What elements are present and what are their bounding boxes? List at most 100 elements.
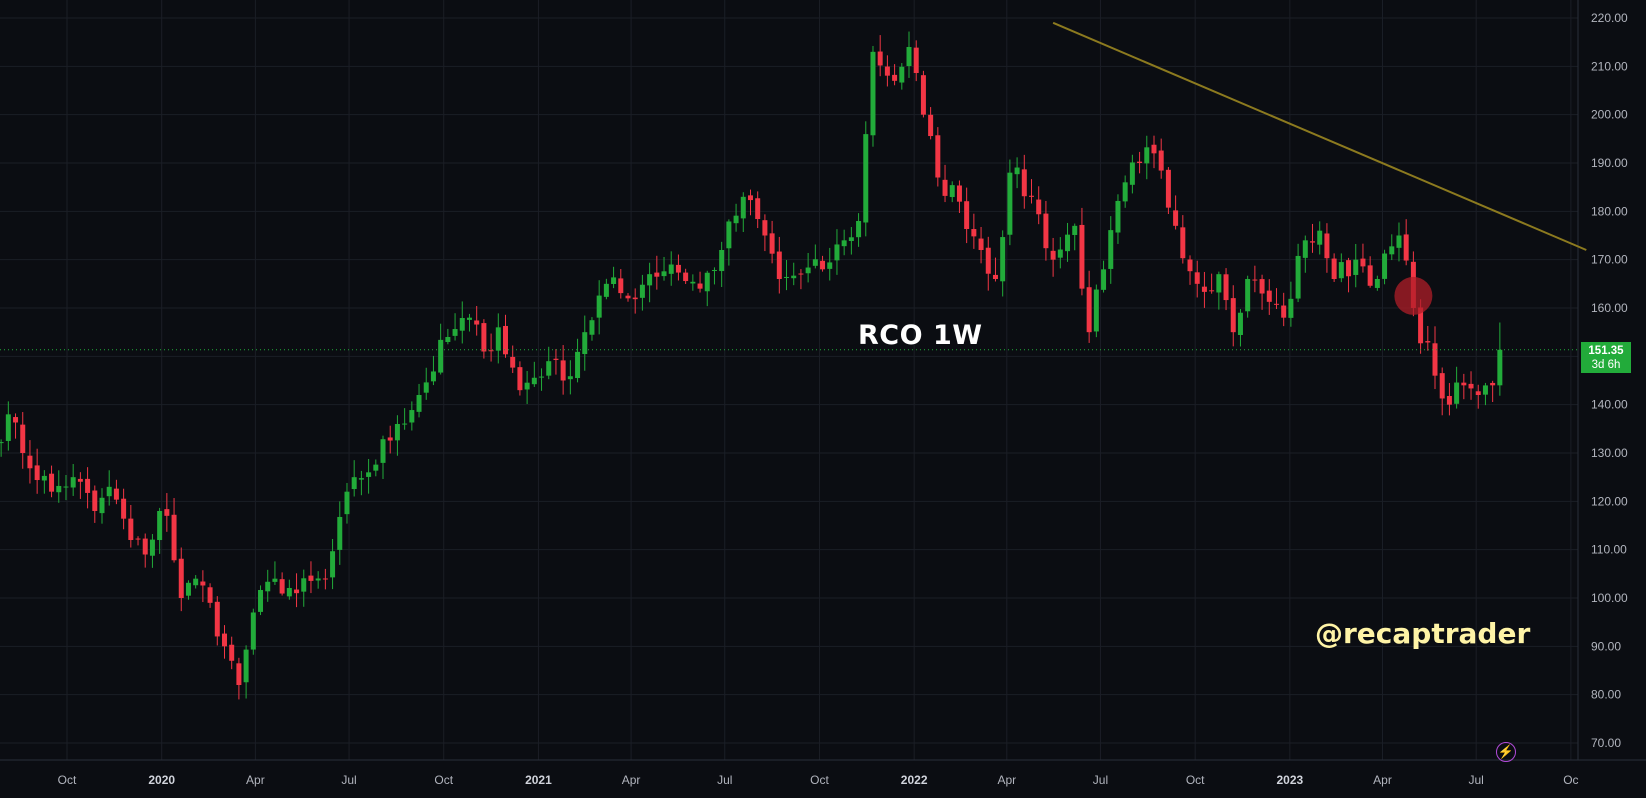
- candle-body: [1382, 253, 1388, 279]
- candle-body: [920, 75, 926, 115]
- x-tick-label: Jul: [1469, 773, 1484, 787]
- candle-body: [1418, 307, 1424, 344]
- x-tick-label: Oc: [1563, 773, 1578, 787]
- candle-body: [812, 259, 818, 266]
- y-tick-label: 120.00: [1591, 494, 1628, 508]
- candle-body: [1028, 195, 1034, 197]
- candle-body: [784, 276, 790, 278]
- candle-body: [34, 465, 40, 481]
- candle-body: [949, 185, 955, 198]
- candle-body: [49, 473, 55, 492]
- candle-body: [1468, 383, 1474, 389]
- candle-body: [690, 281, 696, 284]
- candle-body: [834, 244, 840, 261]
- candle-body: [423, 382, 429, 393]
- candle-body: [1295, 255, 1301, 299]
- candle-body: [171, 514, 177, 561]
- candle-body: [647, 274, 653, 286]
- candle-body: [603, 283, 609, 297]
- candle-body: [92, 490, 98, 511]
- candle-body: [1252, 279, 1258, 281]
- candle-body: [726, 221, 732, 249]
- candle-body: [1216, 274, 1222, 293]
- candle-body: [63, 486, 69, 488]
- y-tick-label: 80.00: [1591, 688, 1621, 702]
- x-tick-label: Apr: [246, 773, 265, 787]
- x-tick-label: 2022: [901, 773, 928, 787]
- candle-body: [1497, 349, 1503, 386]
- candle-body: [1021, 169, 1027, 197]
- candle-body: [503, 325, 509, 355]
- candle-body: [488, 350, 494, 352]
- candle-body: [294, 589, 300, 594]
- x-tick-label: Oct: [1186, 773, 1205, 787]
- candle-body: [142, 538, 148, 555]
- candle-body: [214, 601, 220, 637]
- x-tick-label: Oct: [434, 773, 453, 787]
- candle-body: [164, 509, 170, 516]
- candle-body: [625, 295, 631, 299]
- candle-body: [330, 551, 336, 578]
- candle-body: [935, 135, 941, 178]
- candle-body: [466, 317, 472, 320]
- candle-body: [1194, 272, 1200, 284]
- candle-body: [841, 240, 847, 247]
- candle-body: [99, 497, 105, 514]
- candle-body: [1245, 279, 1251, 312]
- candle-body: [77, 478, 83, 482]
- candle-body: [661, 271, 667, 277]
- candle-body: [755, 198, 761, 220]
- x-tick-label: Jul: [341, 773, 356, 787]
- candle-body: [1317, 230, 1323, 245]
- last-price-value: 151.35: [1588, 345, 1624, 357]
- candle-body: [971, 229, 977, 237]
- candle-body: [856, 221, 862, 238]
- x-tick-label: Oct: [810, 773, 829, 787]
- candle-body: [178, 558, 184, 598]
- candle-body: [1072, 225, 1078, 235]
- candle-body: [1403, 234, 1409, 261]
- y-tick-label: 130.00: [1591, 446, 1628, 460]
- candle-body: [1129, 162, 1135, 185]
- candle-body: [1237, 312, 1243, 336]
- candle-body: [1310, 241, 1316, 243]
- lightning-icon[interactable]: ⚡: [1496, 742, 1516, 762]
- candle-body: [704, 272, 710, 292]
- candle-body: [1115, 200, 1121, 233]
- candle-body: [1101, 269, 1107, 290]
- candle-body: [805, 267, 811, 274]
- candle-body: [524, 382, 530, 390]
- candle-body: [740, 196, 746, 219]
- candle-body: [697, 283, 703, 289]
- candle-body: [1230, 298, 1236, 333]
- candle-body: [567, 376, 573, 380]
- candle-body: [1057, 249, 1063, 258]
- y-tick-label: 110.00: [1591, 543, 1627, 557]
- candle-body: [1461, 382, 1467, 386]
- candle-body: [1108, 230, 1114, 269]
- candle-body: [394, 424, 400, 441]
- x-tick-label: Apr: [997, 773, 1016, 787]
- candle-body: [236, 663, 242, 685]
- candle-body: [272, 578, 278, 582]
- candle-body: [1353, 259, 1359, 275]
- candle-body: [964, 201, 970, 230]
- candle-body: [877, 51, 883, 66]
- candle-body: [56, 485, 62, 493]
- candle-body: [1093, 289, 1099, 332]
- candle-body: [675, 264, 681, 273]
- candle-body: [510, 356, 516, 368]
- trendline: [1052, 21, 1587, 251]
- candle-body: [906, 47, 912, 67]
- candle-body: [1439, 373, 1445, 399]
- candle-body: [1454, 382, 1460, 404]
- candle-body: [1201, 286, 1207, 292]
- candle-body: [70, 477, 76, 488]
- x-tick-label: Apr: [1373, 773, 1392, 787]
- candle-body: [351, 477, 357, 490]
- candle-body: [1223, 274, 1229, 301]
- candle-body: [1324, 233, 1330, 259]
- candle-body: [221, 633, 227, 647]
